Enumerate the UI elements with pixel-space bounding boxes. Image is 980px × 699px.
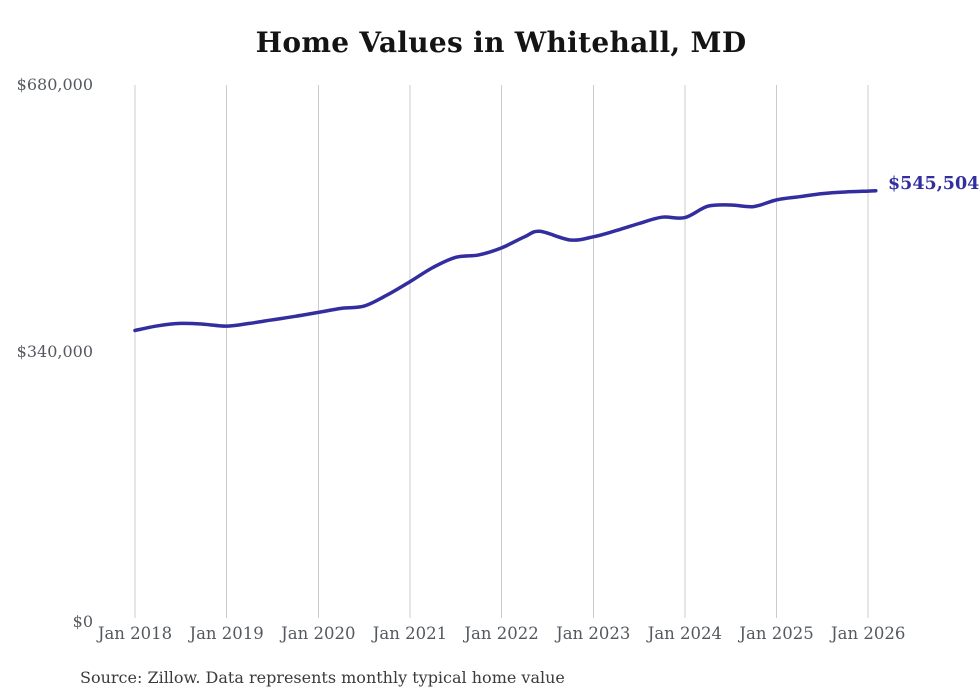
x-axis-label: Jan 2025 xyxy=(739,624,814,643)
data-line xyxy=(133,189,878,333)
x-axis-label: Jan 2022 xyxy=(464,624,539,643)
source-note: Source: Zillow. Data represents monthly … xyxy=(80,668,565,687)
y-axis-label: $340,000 xyxy=(16,342,93,361)
y-axis-label: $0 xyxy=(72,612,93,631)
end-value-label: $545,504 xyxy=(888,174,980,194)
y-axis-label: $680,000 xyxy=(16,75,93,94)
chart-title: Home Values in Whitehall, MD xyxy=(255,26,747,59)
x-axis-label: Jan 2020 xyxy=(281,624,356,643)
x-axis-label: Jan 2019 xyxy=(189,624,264,643)
x-axis-label: Jan 2026 xyxy=(831,624,906,643)
x-axis-label: Jan 2021 xyxy=(372,624,448,643)
x-axis-label: Jan 2018 xyxy=(97,624,173,643)
x-axis-label: Jan 2023 xyxy=(556,624,631,643)
x-axis-label: Jan 2024 xyxy=(647,624,723,643)
